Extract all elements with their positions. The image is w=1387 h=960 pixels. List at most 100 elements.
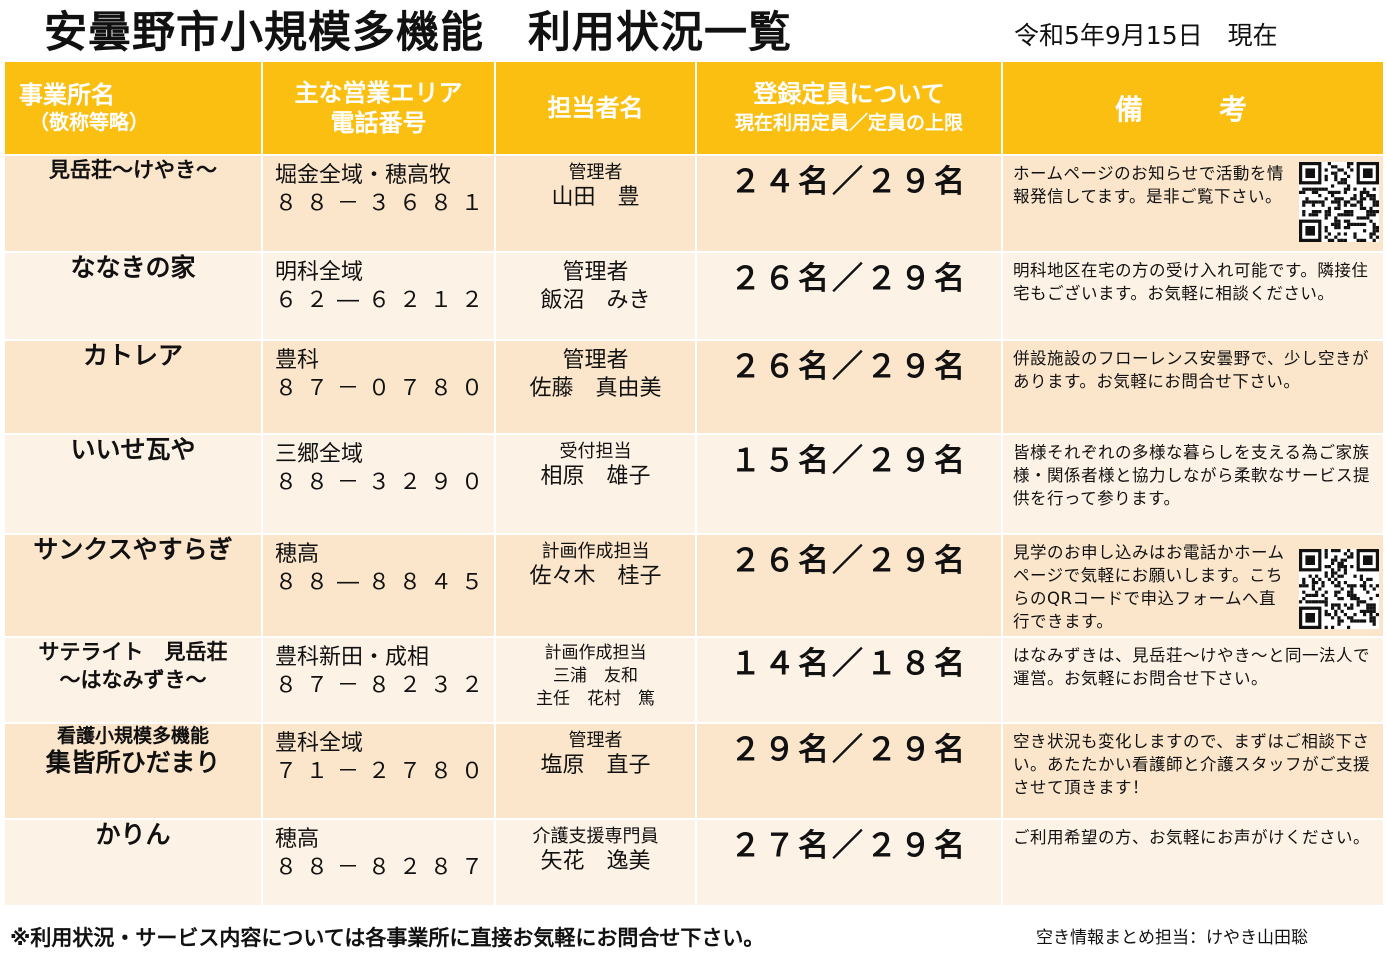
- area-cell: 堀金全域・穂高牧 ８８－３６８１: [261, 154, 496, 253]
- table-row: ななきの家 明科全域 ６２―６２１２ 管理者 飯沼 みき ２６名／２９名 明科地区在…: [3, 251, 1385, 341]
- header-office-name: 事業所名 （敬称等略）: [3, 60, 263, 156]
- facility-table: 事業所名 （敬称等略） 主な営業エリア 電話番号 担当者名 登録定員について 現…: [3, 60, 1385, 907]
- office-name-cell: いいせ瓦や: [3, 433, 263, 535]
- remarks-text: 明科地区在宅の方の受け入れ可能です。隣接住宅もございます。お気軽に相談ください。: [1013, 261, 1369, 303]
- office-name-cell: かりん: [3, 818, 263, 907]
- capacity-value: ２６名／２９名: [730, 261, 968, 297]
- header-phone-label: 電話番号: [330, 109, 427, 137]
- capacity-cell: ２９名／２９名: [695, 722, 1003, 820]
- phone-number: ８７－０７８０: [275, 376, 493, 401]
- area-cell: 明科全域 ６２―６２１２: [261, 251, 496, 341]
- remarks-cell: 併設施設のフローレンス安曇野で、少し空きがあります。お気軽にお問合せ下さい。: [1001, 339, 1385, 435]
- capacity-value: ２６名／２９名: [730, 349, 968, 385]
- staff-cell: 管理者 塩原 直子: [494, 722, 697, 820]
- staff-cell: 管理者 山田 豊: [494, 154, 697, 253]
- capacity-cell: ２６名／２９名: [695, 533, 1003, 638]
- staff-name: 飯沼 みき: [540, 288, 651, 313]
- footnote: ※利用状況・サービス内容については各事業所に直接お気軽にお問合せ下さい。: [10, 926, 765, 950]
- header-area: 主な営業エリア 電話番号: [261, 60, 496, 156]
- capacity-cell: ２６名／２９名: [695, 339, 1003, 435]
- phone-number: ８８－３６８１: [275, 191, 493, 216]
- office-name: いいせ瓦や: [70, 435, 196, 464]
- table-row: 見岳荘～けやき～ 堀金全域・穂高牧 ８８－３６８１ 管理者 山田 豊 ２４名／２９名…: [3, 154, 1385, 253]
- header-capacity-sub-label: 現在利用定員／定員の上限: [734, 112, 963, 134]
- table-row: サンクスやすらぎ 穂高 ８８―８８４５ 計画作成担当 佐々木 桂子 ２６名／２９名 …: [3, 533, 1385, 638]
- office-name: 見岳荘～けやき～: [49, 158, 217, 182]
- remarks-cell: ホームページのお知らせで活動を情報発信してます。是非ご覧下さい。: [1001, 154, 1385, 253]
- capacity-value: ２４名／２９名: [730, 164, 968, 200]
- header-office-name-label: 事業所名: [19, 81, 115, 109]
- remarks-text: 併設施設のフローレンス安曇野で、少し空きがあります。お気軽にお問合せ下さい。: [1013, 349, 1370, 391]
- service-area: 明科全域: [275, 260, 364, 285]
- area-cell: 三郷全域 ８８－３２９０: [261, 433, 496, 535]
- date-label: 令和5年9月15日 現在: [1014, 21, 1278, 50]
- capacity-cell: １５名／２９名: [695, 433, 1003, 535]
- capacity-value: １５名／２９名: [730, 443, 968, 479]
- staff-cell: 介護支援専門員 矢花 逸美: [494, 818, 697, 907]
- capacity-cell: １４名／１８名: [695, 636, 1003, 724]
- staff-cell: 計画作成担当 三浦 友和 主任 花村 篤: [494, 636, 697, 724]
- service-area: 豊科全域: [275, 731, 364, 756]
- phone-number: ６２―６２１２: [275, 288, 493, 313]
- capacity-value: ２７名／２９名: [730, 828, 968, 864]
- header-staff-label: 担当者名: [547, 94, 644, 122]
- staff-name: 相原 雄子: [540, 464, 651, 489]
- remarks-text: 空き状況も変化しますので、まずはご相談下さい。あたたかい看護師と介護スタッフがご…: [1013, 732, 1370, 797]
- remarks-cell: はなみずきは、見岳荘～けやき～と同一法人で運営。お気軽にお問合せ下さい。: [1001, 636, 1385, 724]
- office-name: ななきの家: [70, 253, 196, 282]
- office-name: かりん: [95, 820, 171, 849]
- qr-code-icon[interactable]: [1299, 162, 1379, 242]
- capacity-value: ２９名／２９名: [730, 732, 968, 768]
- office-name: カトレア: [82, 341, 183, 370]
- service-area: 豊科: [275, 348, 320, 373]
- remarks-cell: 見学のお申し込みはお電話かホームページで気軽にお願いします。こちらのQRコードで…: [1001, 533, 1385, 638]
- service-area: 穂高: [275, 542, 320, 567]
- table-row: カトレア 豊科 ８７－０７８０ 管理者佐藤 真由美 ２６名／２９名 併設施設のフロ…: [3, 339, 1385, 435]
- area-cell: 穂高 ８８―８８４５: [261, 533, 496, 638]
- staff-name: 矢花 逸美: [540, 849, 651, 874]
- office-name-cell: カトレア: [3, 339, 263, 435]
- remarks-cell: 空き状況も変化しますので、まずはご相談下さい。あたたかい看護師と介護スタッフがご…: [1001, 722, 1385, 820]
- header-staff: 担当者名: [494, 60, 697, 156]
- capacity-cell: ２４名／２９名: [695, 154, 1003, 253]
- capacity-cell: ２７名／２９名: [695, 818, 1003, 907]
- qr-code-icon[interactable]: [1299, 549, 1379, 629]
- office-name-prefix: 看護小規模多機能: [56, 725, 209, 747]
- phone-number: ８８－８２８７: [275, 855, 493, 880]
- phone-number: ８７－８２３２: [275, 673, 493, 698]
- page-title: 安曇野市小規模多機能 利用状況一覧: [44, 8, 792, 58]
- header-capacity: 登録定員について 現在利用定員／定員の上限: [695, 60, 1003, 156]
- remarks-cell: ご利用希望の方、お気軽にお声がけください。: [1001, 818, 1385, 907]
- office-name: サンクスやすらぎ: [33, 535, 233, 564]
- staff-name-2: 主任 花村 篤: [536, 689, 655, 709]
- area-cell: 穂高 ８８－８２８７: [261, 818, 496, 907]
- service-area: 堀金全域・穂高牧: [275, 163, 452, 188]
- header-area-label: 主な営業エリア: [294, 79, 463, 107]
- capacity-value: ２６名／２９名: [730, 543, 968, 579]
- staff-role: 管理者: [562, 348, 629, 373]
- capacity-cell: ２６名／２９名: [695, 251, 1003, 341]
- table-header-row: 事業所名 （敬称等略） 主な営業エリア 電話番号 担当者名 登録定員について 現…: [3, 60, 1385, 156]
- staff-role: 受付担当: [559, 441, 632, 462]
- header-remarks: 備 考: [1001, 60, 1385, 156]
- phone-number: ８８－３２９０: [275, 470, 493, 495]
- staff-cell: 受付担当 相原 雄子: [494, 433, 697, 535]
- staff-cell: 計画作成担当 佐々木 桂子: [494, 533, 697, 638]
- table-row: サテライト 見岳荘 ～はなみずき～ 豊科新田・成相 ８７－８２３２ 計画作成担当 三浦…: [3, 636, 1385, 724]
- phone-number: ７１－２７８０: [275, 759, 493, 784]
- office-name-cell: サンクスやすらぎ: [3, 533, 263, 638]
- remarks-cell: 明科地区在宅の方の受け入れ可能です。隣接住宅もございます。お気軽に相談ください。: [1001, 251, 1385, 341]
- office-name-cell: 看護小規模多機能 集皆所ひだまり: [3, 722, 263, 820]
- staff-role: 管理者: [568, 730, 623, 751]
- contact-label: 空き情報まとめ担当：けやき山田聡: [1036, 928, 1308, 948]
- remarks-text: はなみずきは、見岳荘～けやき～と同一法人で運営。お気軽にお問合せ下さい。: [1013, 646, 1370, 688]
- office-name: 集皆所ひだまり: [45, 748, 221, 777]
- office-name-cell: 見岳荘～けやき～: [3, 154, 263, 253]
- service-area: 穂高: [275, 827, 320, 852]
- staff-name: 佐藤 真由美: [529, 376, 662, 401]
- remarks-text: 皆様それぞれの多様な暮らしを支える為ご家族様・関係者様と協力しながら柔軟なサービ…: [1013, 443, 1370, 508]
- table-row: かりん 穂高 ８８－８２８７ 介護支援専門員 矢花 逸美 ２７名／２９名 ご利用希望…: [3, 818, 1385, 907]
- office-name-cell: ななきの家: [3, 251, 263, 341]
- remarks-text: 見学のお申し込みはお電話かホームページで気軽にお願いします。こちらのQRコードで…: [1013, 543, 1285, 631]
- remarks-text: ご利用希望の方、お気軽にお声がけください。: [1013, 828, 1370, 847]
